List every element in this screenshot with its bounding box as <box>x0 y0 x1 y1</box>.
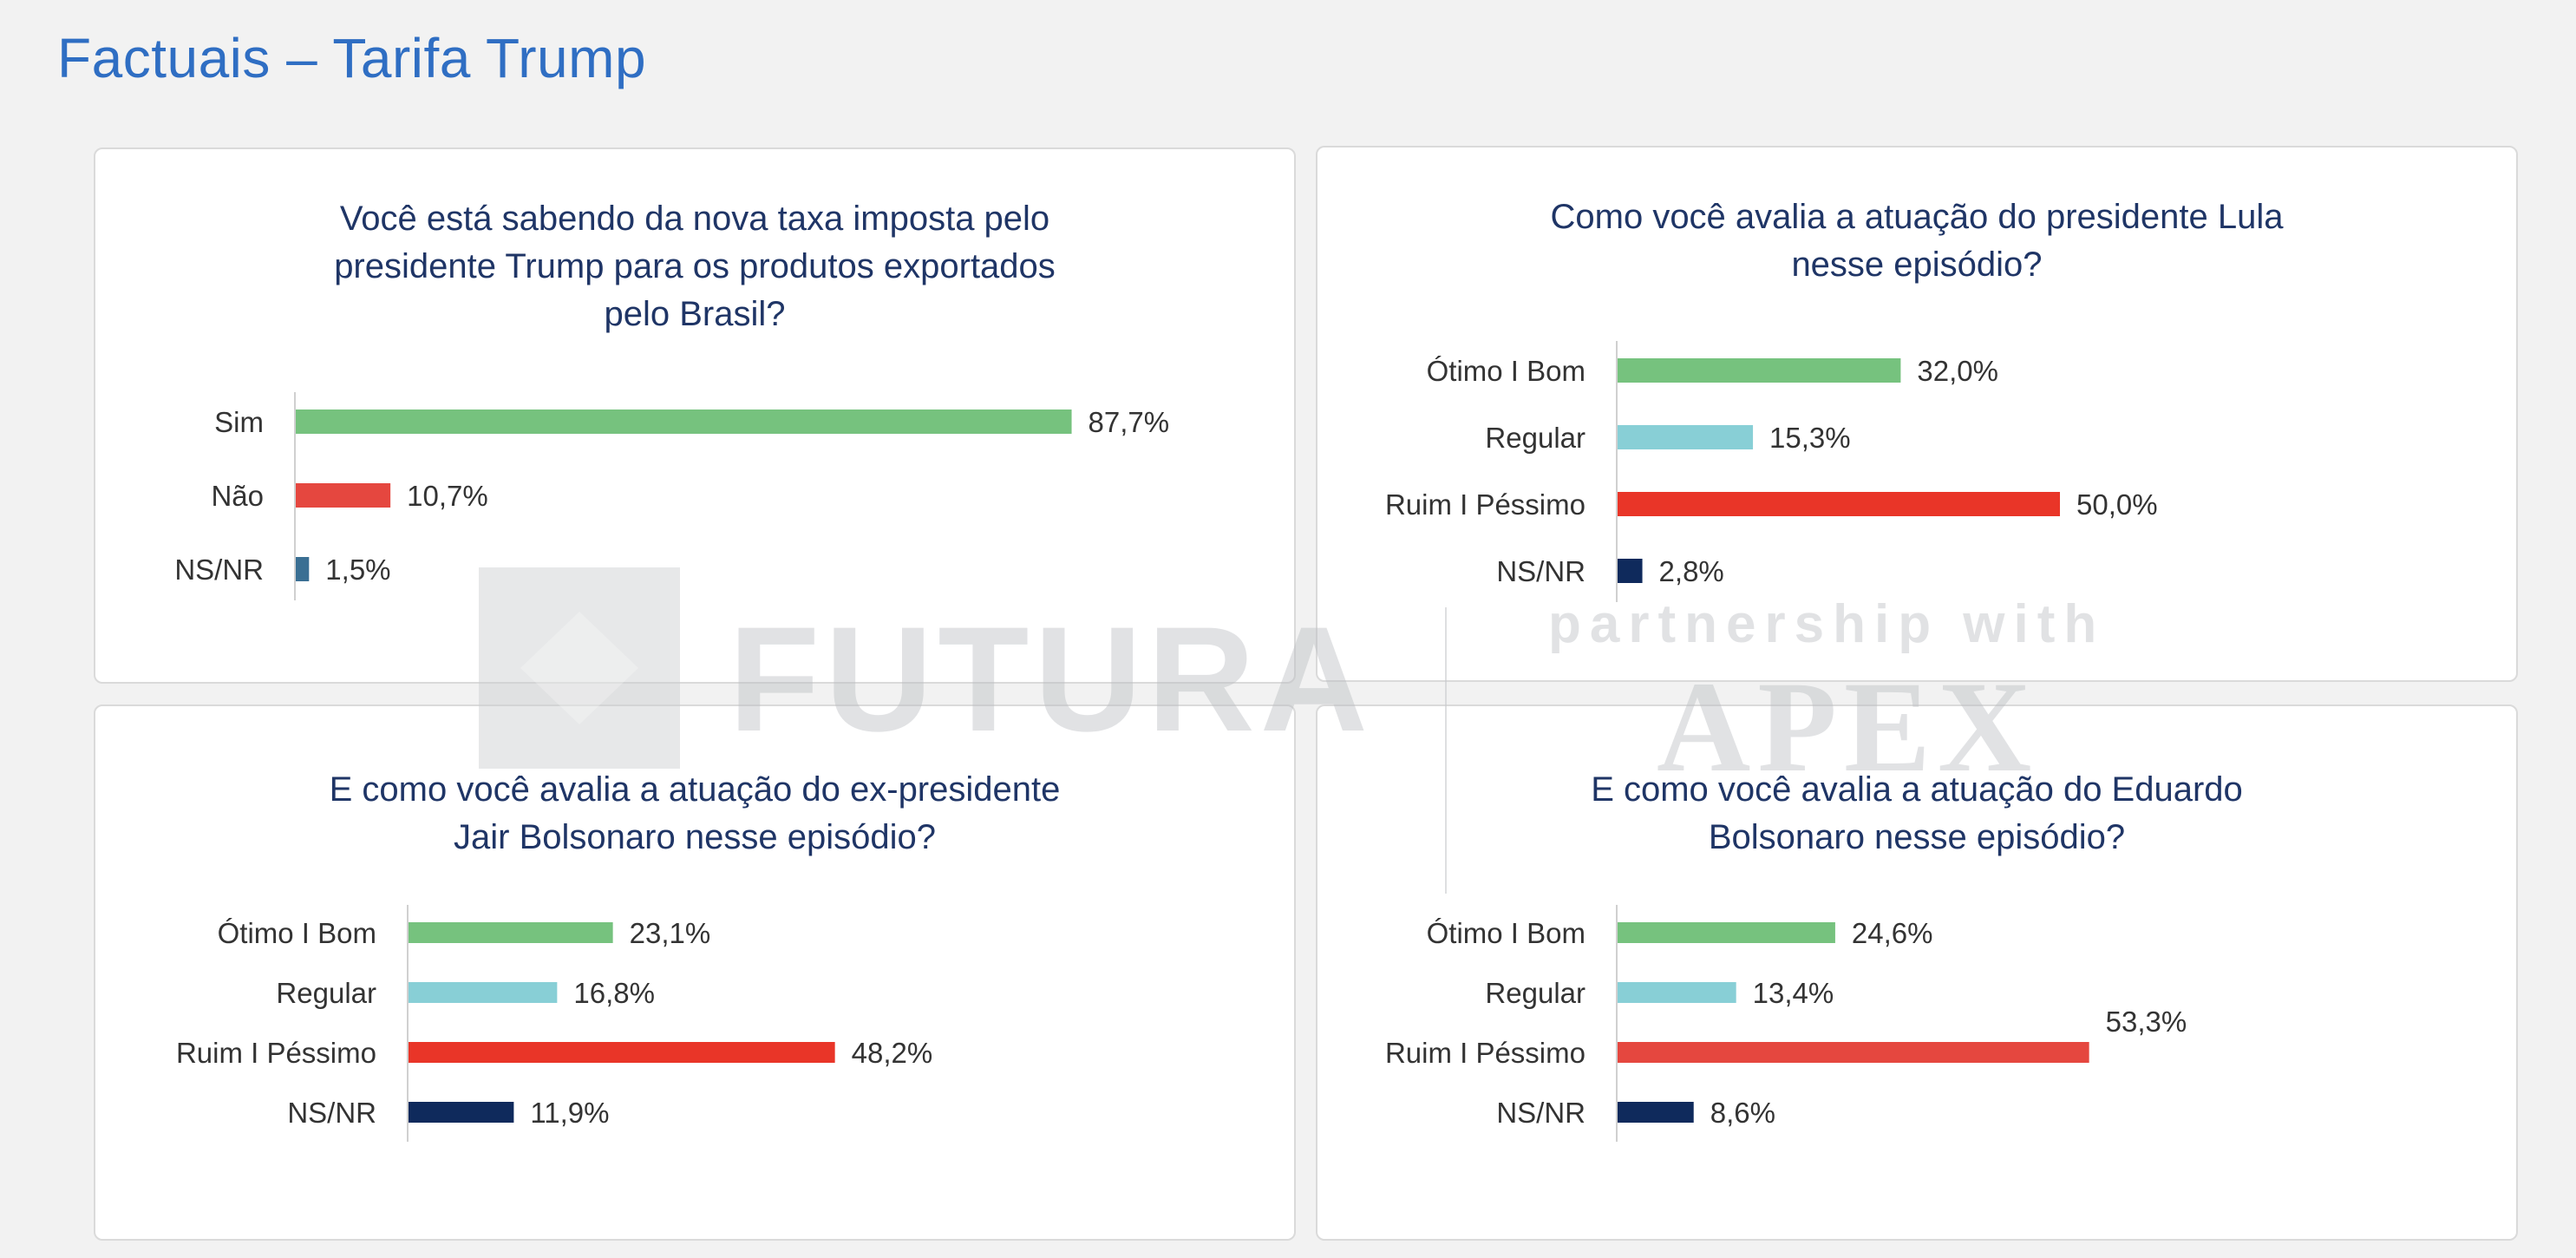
bar <box>1618 492 2060 516</box>
chart-title-line: Bolsonaro nesse episódio? <box>1709 818 2125 856</box>
bar <box>296 410 1072 434</box>
category-label: Regular <box>1485 422 1585 454</box>
category-label: Ruim I Péssimo <box>1385 488 1585 521</box>
bar <box>409 922 613 943</box>
bar <box>409 1102 514 1123</box>
chart-card-jair-bolsonaro: E como você avalia a atuação do ex-presi… <box>94 704 1296 1241</box>
chart-card-lula: Como você avalia a atuação do presidente… <box>1316 146 2518 682</box>
bar-chart-lula: Como você avalia a atuação do presidente… <box>1385 198 2285 602</box>
data-label: 13,4% <box>1753 977 1834 1009</box>
bar-chart-jair-bolsonaro: E como você avalia a atuação do ex-presi… <box>176 770 1061 1142</box>
data-label: 16,8% <box>573 977 655 1009</box>
bar <box>1618 559 1643 583</box>
category-label: Sim <box>214 406 264 438</box>
data-label: 10,7% <box>407 480 488 512</box>
data-label: 1,5% <box>325 554 390 586</box>
bar <box>409 982 558 1003</box>
category-label: Regular <box>1485 977 1585 1009</box>
bar <box>1618 922 1835 943</box>
data-label: 32,0% <box>1917 355 1998 387</box>
chart-title-line: Você está sabendo da nova taxa imposta p… <box>340 200 1049 238</box>
data-label: 50,0% <box>2076 488 2158 521</box>
data-label: 87,7% <box>1089 406 1170 438</box>
category-label: Ruim I Péssimo <box>176 1037 376 1069</box>
chart-card-awareness: Você está sabendo da nova taxa imposta p… <box>94 147 1296 684</box>
data-label: 11,9% <box>530 1097 609 1129</box>
chart-title-line: Jair Bolsonaro nesse episódio? <box>454 818 936 856</box>
category-label: NS/NR <box>1496 1097 1585 1129</box>
bar <box>1618 1042 2089 1063</box>
bar <box>1618 358 1901 383</box>
bar <box>296 483 391 508</box>
chart-title-line: presidente Trump para os produtos export… <box>334 247 1056 285</box>
data-label: 2,8% <box>1659 555 1724 587</box>
category-label: Ótimo I Bom <box>218 917 376 949</box>
category-label: NS/NR <box>1496 555 1585 587</box>
bar-chart-awareness: Você está sabendo da nova taxa imposta p… <box>174 200 1170 600</box>
category-label: NS/NR <box>174 554 264 586</box>
bar <box>1618 1102 1694 1123</box>
category-label: Ótimo I Bom <box>1427 355 1585 387</box>
bar-chart-eduardo-bolsonaro: E como você avalia a atuação do Eduardo B… <box>1385 770 2243 1142</box>
category-label: Regular <box>276 977 376 1009</box>
chart-title-line: nesse episódio? <box>1791 246 2042 284</box>
category-label: Ótimo I Bom <box>1427 917 1585 949</box>
chart-title-line: E como você avalia a atuação do ex-presi… <box>330 770 1061 809</box>
data-label: 15,3% <box>1769 422 1851 454</box>
data-label: 8,6% <box>1710 1097 1775 1129</box>
bar <box>1618 982 1736 1003</box>
bar <box>296 557 310 581</box>
chart-title-line: pelo Brasil? <box>604 295 785 333</box>
chart-title-line: Como você avalia a atuação do presidente… <box>1551 198 2285 236</box>
category-label: Não <box>211 480 264 512</box>
category-label: NS/NR <box>287 1097 376 1129</box>
chart-title-line: E como você avalia a atuação do Eduardo <box>1591 770 2243 809</box>
data-label: 24,6% <box>1852 917 1933 949</box>
page-title: Factuais – Tarifa Trump <box>57 27 647 89</box>
data-label: 23,1% <box>630 917 711 949</box>
bar <box>409 1042 835 1063</box>
data-label: 53,3% <box>2106 1006 2187 1038</box>
data-label: 48,2% <box>852 1037 933 1069</box>
category-label: Ruim I Péssimo <box>1385 1037 1585 1069</box>
chart-card-eduardo-bolsonaro: E como você avalia a atuação do Eduardo B… <box>1316 704 2518 1241</box>
bar <box>1618 425 1754 449</box>
